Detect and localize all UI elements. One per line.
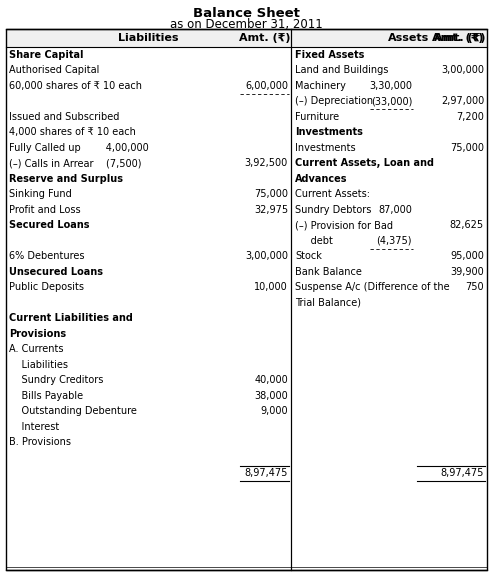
Text: debt: debt <box>295 236 333 246</box>
Text: 8,97,475: 8,97,475 <box>245 469 288 478</box>
Text: Provisions: Provisions <box>9 329 66 339</box>
Text: Liabilities: Liabilities <box>9 360 68 370</box>
Text: 3,30,000: 3,30,000 <box>369 81 412 91</box>
Text: 87,000: 87,000 <box>378 205 412 215</box>
Text: 3,00,000: 3,00,000 <box>441 65 484 75</box>
Text: Authorised Capital: Authorised Capital <box>9 65 100 75</box>
Text: 8,97,475: 8,97,475 <box>441 469 484 478</box>
Text: 60,000 shares of ₹ 10 each: 60,000 shares of ₹ 10 each <box>9 81 142 91</box>
Text: 38,000: 38,000 <box>254 391 288 401</box>
Text: Reserve and Surplus: Reserve and Surplus <box>9 174 123 184</box>
Text: Sundry Debtors: Sundry Debtors <box>295 205 371 215</box>
Text: 6,00,000: 6,00,000 <box>245 81 288 91</box>
Text: Public Deposits: Public Deposits <box>9 282 84 292</box>
Text: 40,000: 40,000 <box>254 375 288 385</box>
Text: Current Assets:: Current Assets: <box>295 189 370 199</box>
Text: Furniture: Furniture <box>295 112 339 122</box>
Text: Balance Sheet: Balance Sheet <box>193 7 300 20</box>
Text: A. Currents: A. Currents <box>9 344 64 354</box>
Text: 75,000: 75,000 <box>254 189 288 199</box>
Text: as on December 31, 2011: as on December 31, 2011 <box>170 18 323 31</box>
Text: Fixed Assets: Fixed Assets <box>295 49 364 60</box>
Text: Unsecured Loans: Unsecured Loans <box>9 267 103 277</box>
Text: Sundry Creditors: Sundry Creditors <box>9 375 104 385</box>
Text: Bills Payable: Bills Payable <box>9 391 83 401</box>
Text: Share Capital: Share Capital <box>9 49 83 60</box>
Text: 2,97,000: 2,97,000 <box>441 96 484 107</box>
Text: Suspense A/c (Difference of the: Suspense A/c (Difference of the <box>295 282 450 292</box>
Text: Profit and Loss: Profit and Loss <box>9 205 81 215</box>
Text: (–) Calls in Arrear    (7,500): (–) Calls in Arrear (7,500) <box>9 158 141 168</box>
Text: Current Liabilities and: Current Liabilities and <box>9 313 133 323</box>
Text: Current Assets, Loan and: Current Assets, Loan and <box>295 158 434 168</box>
Text: Sinking Fund: Sinking Fund <box>9 189 72 199</box>
Text: B. Provisions: B. Provisions <box>9 437 71 447</box>
Text: Investments: Investments <box>295 127 363 137</box>
Text: Issued and Subscribed: Issued and Subscribed <box>9 112 119 122</box>
Text: Advances: Advances <box>295 174 348 184</box>
Text: 9,000: 9,000 <box>260 406 288 416</box>
Text: 750: 750 <box>465 282 484 292</box>
Text: 10,000: 10,000 <box>254 282 288 292</box>
Text: Fully Called up        4,00,000: Fully Called up 4,00,000 <box>9 143 149 152</box>
Text: 3,00,000: 3,00,000 <box>245 251 288 261</box>
Text: 7,200: 7,200 <box>456 112 484 122</box>
Text: (–) Provision for Bad: (–) Provision for Bad <box>295 220 393 230</box>
Text: 32,975: 32,975 <box>254 205 288 215</box>
Text: Machinery: Machinery <box>295 81 346 91</box>
Text: Amt. (₹): Amt. (₹) <box>432 33 484 43</box>
Text: Stock: Stock <box>295 251 322 261</box>
Text: Liabilities: Liabilities <box>118 33 179 43</box>
Text: (33,000): (33,000) <box>371 96 412 107</box>
Text: Secured Loans: Secured Loans <box>9 220 90 230</box>
Text: 6% Debentures: 6% Debentures <box>9 251 84 261</box>
Text: Outstanding Debenture: Outstanding Debenture <box>9 406 137 416</box>
Text: 3,92,500: 3,92,500 <box>245 158 288 168</box>
Text: 75,000: 75,000 <box>450 143 484 152</box>
Text: Bank Balance: Bank Balance <box>295 267 362 277</box>
Text: Trial Balance): Trial Balance) <box>295 298 361 308</box>
Text: Amt. (₹): Amt. (₹) <box>239 33 290 43</box>
Text: Land and Buildings: Land and Buildings <box>295 65 388 75</box>
Text: Amt. (₹): Amt. (₹) <box>434 33 486 43</box>
Text: Assets: Assets <box>388 33 429 43</box>
Text: 4,000 shares of ₹ 10 each: 4,000 shares of ₹ 10 each <box>9 127 136 137</box>
Text: 82,625: 82,625 <box>450 220 484 230</box>
Bar <box>6 29 487 47</box>
Text: 39,900: 39,900 <box>450 267 484 277</box>
Text: (–) Depreciation: (–) Depreciation <box>295 96 373 107</box>
Text: (4,375): (4,375) <box>377 236 412 246</box>
Text: Investments: Investments <box>295 143 355 152</box>
Text: 95,000: 95,000 <box>450 251 484 261</box>
Text: Interest: Interest <box>9 422 59 432</box>
